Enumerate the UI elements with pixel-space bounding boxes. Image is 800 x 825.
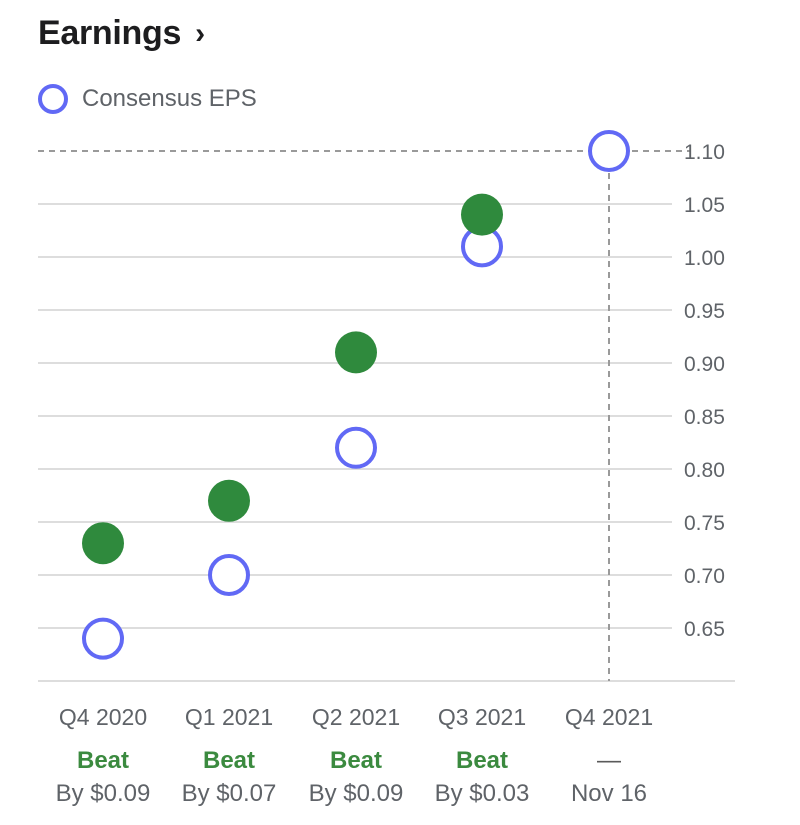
chevron-right-icon: › [195,16,206,50]
consensus-eps-point [588,130,630,172]
result-detail-label: By $0.09 [309,780,404,807]
result-detail-label: By $0.07 [182,780,277,807]
consensus-eps-point [335,426,377,469]
result-detail-label: By $0.03 [435,780,530,807]
legend: Consensus EPS [38,84,257,114]
actual-eps-point [461,193,503,236]
y-tick-label: 0.70 [684,565,725,588]
earnings-header[interactable]: Earnings › [38,14,205,53]
legend-label: Consensus EPS [82,85,257,112]
y-tick-label: 0.95 [684,300,725,323]
result-label: Beat [330,747,382,774]
y-tick-label: 0.75 [684,512,725,535]
result-label: Beat [456,747,508,774]
y-tick-label: 0.90 [684,353,725,376]
y-tick-label: 0.65 [684,618,725,641]
result-label: — [597,747,621,774]
earnings-title: Earnings [38,14,182,52]
x-tick-label: Q3 2021 [438,704,526,730]
y-tick-label: 1.10 [684,141,725,164]
x-tick-label: Q4 2020 [59,704,147,730]
y-tick-label: 0.80 [684,459,725,482]
x-tick-label: Q4 2021 [565,704,653,730]
x-tick-label: Q1 2021 [185,704,273,730]
result-label: Beat [203,747,255,774]
result-detail-label: Nov 16 [571,780,647,807]
actual-eps-point [335,331,377,374]
actual-eps-point [208,479,250,522]
result-label: Beat [77,747,129,774]
consensus-eps-point [82,617,124,660]
actual-eps-point [82,522,124,565]
y-tick-label: 0.85 [684,406,725,429]
x-tick-label: Q2 2021 [312,704,400,730]
y-tick-label: 1.05 [684,194,725,217]
result-detail-label: By $0.09 [56,780,151,807]
consensus-legend-icon [38,84,68,114]
consensus-eps-point [208,554,250,596]
y-tick-label: 1.00 [684,247,725,270]
